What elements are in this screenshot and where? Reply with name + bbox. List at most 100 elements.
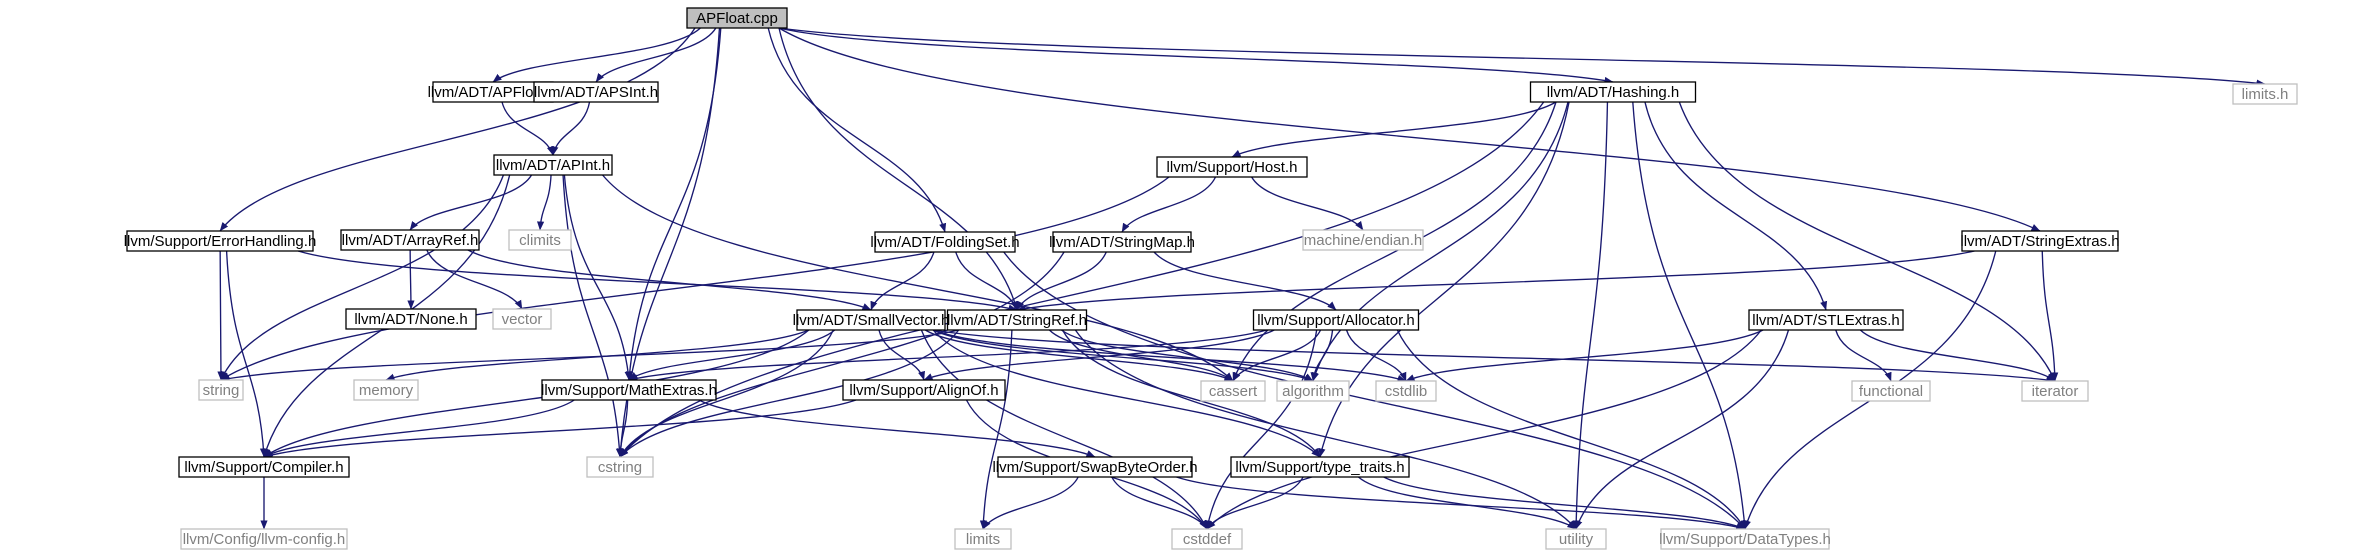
node-string[interactable]: string [198, 379, 244, 401]
node-vector[interactable]: vector [492, 308, 552, 330]
node-adt_stlextras[interactable]: llvm/ADT/STLExtras.h [1748, 309, 1904, 331]
edge-adt_stlextras-to-functional [1835, 329, 1892, 382]
node-label-adt_apfloat: llvm/ADT/APFloat.h [428, 84, 559, 101]
node-box-adt_arrayref [340, 229, 480, 251]
node-support_allocator[interactable]: llvm/Support/Allocator.h [1252, 309, 1420, 331]
edge-support_errorhandling-to-adt_stringref [297, 250, 1018, 312]
edge-adt_stringextras-to-adt_stringref [1016, 250, 1975, 312]
node-support_mathextras[interactable]: llvm/Support/MathExtras.h [541, 379, 717, 401]
node-adt_smallvector[interactable]: llvm/ADT/SmallVector.h [793, 309, 950, 331]
node-adt_apsint[interactable]: llvm/ADT/APSInt.h [533, 81, 659, 103]
node-cstddef[interactable]: cstddef [1171, 528, 1243, 550]
node-label-adt_apsint: llvm/ADT/APSInt.h [534, 84, 658, 101]
node-label-iterator: iterator [2032, 383, 2079, 400]
node-climits[interactable]: climits [508, 229, 572, 251]
edge-support_swapbyteorder-to-cstddef [1111, 476, 1208, 530]
node-cassert[interactable]: cassert [1200, 380, 1266, 402]
node-box-adt_stringmap [1052, 231, 1192, 253]
node-adt_apint[interactable]: llvm/ADT/APInt.h [493, 154, 613, 176]
node-adt_arrayref[interactable]: llvm/ADT/ArrayRef.h [340, 229, 480, 251]
node-label-adt_none: llvm/ADT/None.h [354, 311, 467, 328]
node-support_datatypes[interactable]: llvm/Support/DataTypes.h [1659, 528, 1831, 550]
node-box-algorithm [1276, 380, 1350, 402]
edge-adt_foldingset-to-adt_stringref [955, 251, 1018, 311]
edge-adt_smallvector-to-support_mathextras [628, 329, 836, 381]
node-box-apfloat_cpp [686, 7, 788, 29]
edge-adt_stlextras-to-cstddef [1206, 329, 1762, 530]
node-box-support_allocator [1252, 309, 1420, 331]
node-box-cassert [1200, 380, 1266, 402]
node-machine_endian[interactable]: machine/endian.h [1302, 229, 1424, 251]
edge-adt_stringref-to-cassert [1048, 329, 1234, 382]
edge-support_typetraits-to-support_datatypes [1383, 476, 1746, 530]
edge-adt_stringref-to-cstring [619, 329, 960, 458]
edge-support_alignof-to-support_compiler [263, 399, 857, 459]
node-support_alignof[interactable]: llvm/Support/AlignOf.h [842, 379, 1006, 401]
node-support_compiler[interactable]: llvm/Support/Compiler.h [178, 456, 350, 478]
edge-adt_hashing-to-utility [1572, 101, 1609, 530]
node-support_swapbyteorder[interactable]: llvm/Support/SwapByteOrder.h [992, 456, 1198, 478]
node-iterator[interactable]: iterator [2021, 380, 2089, 402]
node-cstring[interactable]: cstring [586, 456, 654, 478]
edge-adt_smallvector-to-algorithm [932, 329, 1314, 382]
node-label-vector: vector [502, 311, 543, 328]
node-label-support_mathextras: llvm/Support/MathExtras.h [541, 382, 717, 399]
node-label-adt_hashing: llvm/ADT/Hashing.h [1547, 84, 1680, 101]
node-label-adt_arrayref: llvm/ADT/ArrayRef.h [342, 232, 479, 249]
edge-adt_stringmap-to-support_allocator [1153, 251, 1337, 311]
node-label-support_allocator: llvm/Support/Allocator.h [1257, 312, 1415, 329]
edge-adt_hashing-to-cstring [619, 101, 1545, 458]
node-box-support_swapbyteorder [997, 456, 1193, 478]
node-adt_hashing[interactable]: llvm/ADT/Hashing.h [1529, 81, 1697, 103]
edge-adt_hashing-to-adt_stlextras [1644, 101, 1828, 311]
edge-adt_stlextras-to-cstdlib [1405, 329, 1764, 382]
edge-adt_apint-to-cstring [562, 174, 624, 458]
node-label-adt_apint: llvm/ADT/APInt.h [496, 157, 610, 174]
edge-adt_smallvector-to-cstring [619, 329, 834, 458]
node-adt_none[interactable]: llvm/ADT/None.h [345, 308, 477, 330]
edge-adt_smallvector-to-support_typetraits [932, 329, 1321, 458]
node-adt_apfloat[interactable]: llvm/ADT/APFloat.h [428, 81, 559, 103]
node-utility[interactable]: utility [1545, 528, 1607, 550]
node-box-adt_stringref [946, 309, 1088, 331]
edge-apfloat_cpp-to-adt_stringextras [778, 27, 2041, 232]
node-adt_stringextras[interactable]: llvm/ADT/StringExtras.h [1960, 230, 2120, 252]
node-box-limits_h [2232, 83, 2298, 105]
node-support_host[interactable]: llvm/Support/Host.h [1156, 156, 1308, 178]
node-adt_stringref[interactable]: llvm/ADT/StringRef.h [946, 309, 1088, 331]
edge-adt_arrayref-to-adt_smallvector [467, 249, 872, 311]
node-limits_h[interactable]: limits.h [2232, 83, 2298, 105]
node-limits[interactable]: limits [954, 528, 1012, 550]
node-label-adt_stlextras: llvm/ADT/STLExtras.h [1752, 312, 1900, 329]
node-label-memory: memory [359, 382, 414, 399]
node-config_llvmconfig[interactable]: llvm/Config/llvm-config.h [180, 528, 348, 550]
edge-adt_smallvector-to-cstddef [920, 329, 1208, 530]
edge-support_mathextras-to-cstring [616, 399, 629, 458]
edge-adt_hashing-to-cassert [1232, 101, 1557, 382]
node-label-adt_smallvector: llvm/ADT/SmallVector.h [793, 312, 950, 329]
node-adt_stringmap[interactable]: llvm/ADT/StringMap.h [1049, 231, 1195, 253]
edge-support_typetraits-to-utility [1357, 476, 1577, 530]
node-support_typetraits[interactable]: llvm/Support/type_traits.h [1230, 456, 1410, 478]
edge-support_mathextras-to-support_swapbyteorder [698, 399, 1096, 458]
edge-adt_arrayref-to-vector [426, 249, 523, 310]
node-support_errorhandling[interactable]: llvm/Support/ErrorHandling.h [124, 230, 317, 252]
node-box-cstring [586, 456, 654, 478]
node-label-algorithm: algorithm [1282, 383, 1344, 400]
edge-adt_hashing-to-support_host [1231, 101, 1557, 158]
node-label-support_swapbyteorder: llvm/Support/SwapByteOrder.h [992, 459, 1197, 476]
node-box-adt_hashing [1529, 81, 1697, 103]
edge-support_allocator-to-cstddef [1205, 329, 1318, 530]
node-cstdlib[interactable]: cstdlib [1375, 380, 1437, 402]
edge-adt_foldingset-to-adt_smallvector [870, 251, 935, 311]
edge-support_allocator-to-algorithm [1310, 329, 1334, 382]
edge-adt_hashing-to-support_datatypes [1632, 101, 1748, 530]
edge-adt_apsint-to-adt_apint [551, 101, 591, 156]
node-algorithm[interactable]: algorithm [1276, 380, 1350, 402]
node-adt_foldingset[interactable]: llvm/ADT/FoldingSet.h [870, 231, 1020, 253]
node-memory[interactable]: memory [353, 379, 419, 401]
edge-adt_smallvector-to-cstdlib [932, 329, 1407, 382]
node-functional[interactable]: functional [1851, 380, 1931, 402]
edge-adt_apint-to-cassert [602, 174, 1234, 382]
